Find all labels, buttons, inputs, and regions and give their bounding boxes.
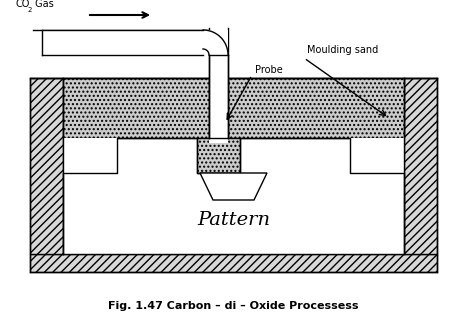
Bar xyxy=(228,78,404,138)
Text: Pattern: Pattern xyxy=(197,211,270,229)
Bar xyxy=(63,173,404,254)
Polygon shape xyxy=(203,30,228,55)
Bar xyxy=(42,30,228,55)
Text: Probe: Probe xyxy=(255,65,283,75)
Bar xyxy=(197,138,240,173)
Bar xyxy=(63,138,404,254)
Bar xyxy=(30,254,437,272)
Text: 2: 2 xyxy=(28,7,32,13)
Bar xyxy=(209,28,228,143)
Bar xyxy=(350,138,404,173)
Bar xyxy=(63,78,209,138)
Text: Moulding sand: Moulding sand xyxy=(307,45,378,55)
Text: Fig. 1.47 Carbon – di – Oxide Processess: Fig. 1.47 Carbon – di – Oxide Processess xyxy=(108,301,358,311)
Text: Gas: Gas xyxy=(32,0,54,9)
Bar xyxy=(30,78,63,254)
Polygon shape xyxy=(200,173,267,200)
Bar xyxy=(63,138,117,173)
Text: CO: CO xyxy=(15,0,29,9)
Bar xyxy=(404,78,437,254)
